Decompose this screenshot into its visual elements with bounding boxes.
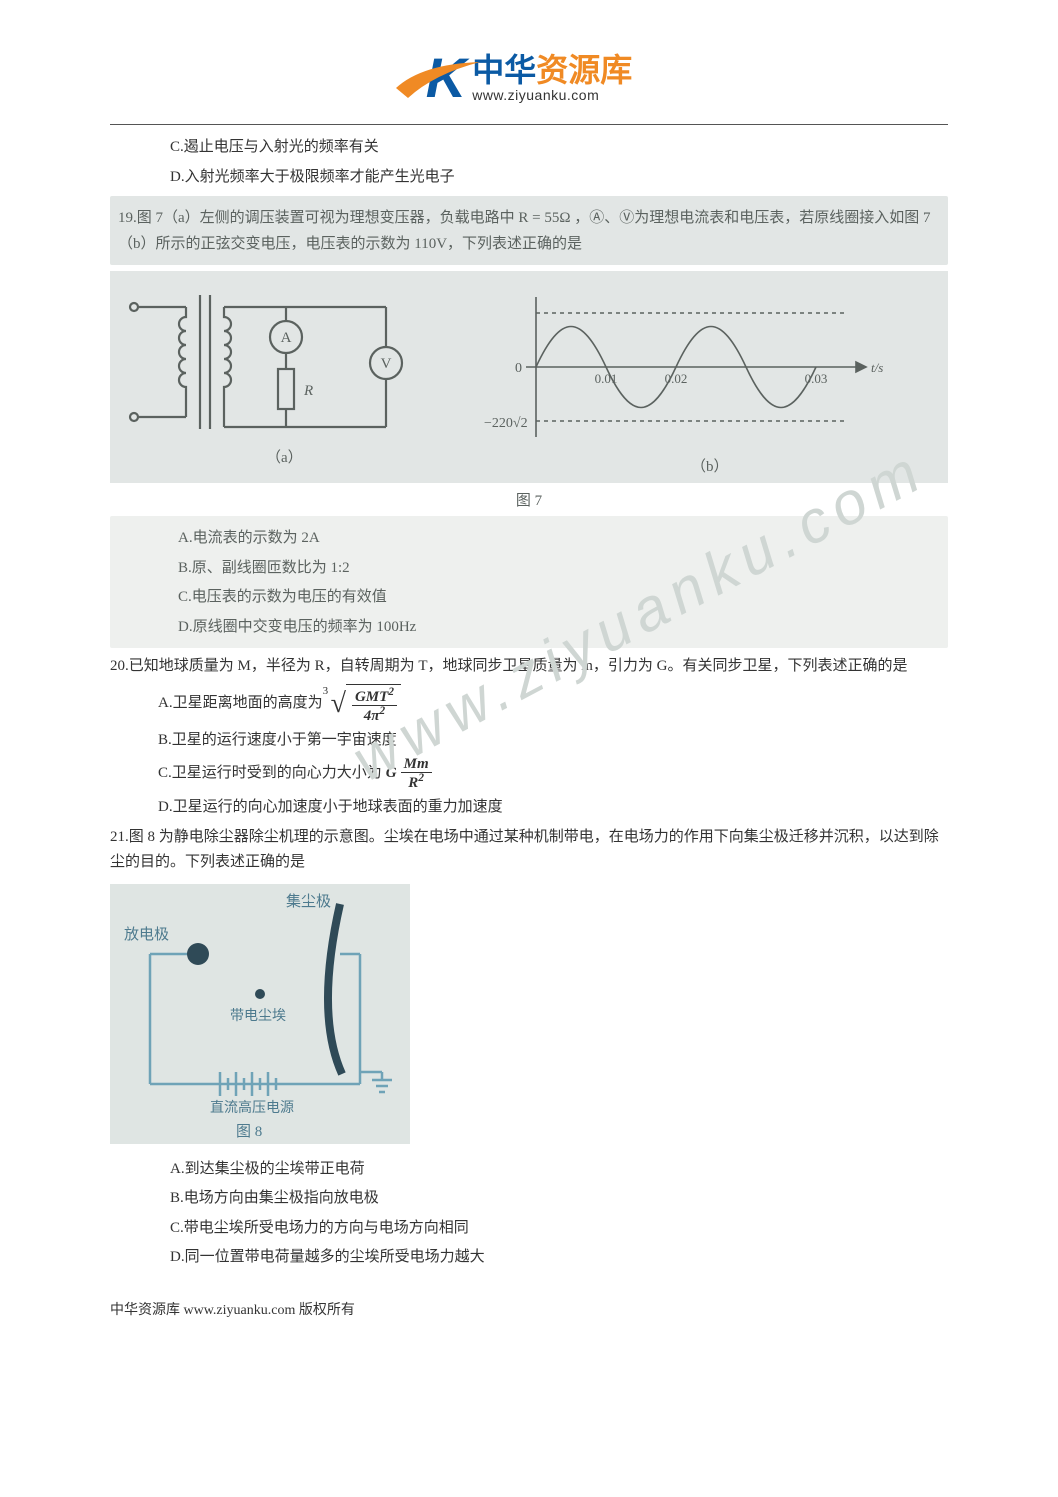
figure-8: 放电极 集尘极 带电尘埃 直流高压电源 图 8 xyxy=(110,884,948,1149)
logo-url: www.ziyuanku.com xyxy=(472,88,599,102)
wave-zero: 0 xyxy=(515,361,522,376)
q19-stem: 19.图 7（a）左侧的调压装置可视为理想变压器，负载电路中 R = 55Ω ，… xyxy=(118,206,940,257)
q19-option-b: B.原、副线圈匝数比为 1:2 xyxy=(118,556,940,582)
cube-root-icon: 3 √ GMT2 4π2 xyxy=(331,684,401,724)
figure-7b-wave: 0 0.01 0.02 0.03 t/s −220√2 （b） xyxy=(456,277,886,477)
logo-swoosh-icon xyxy=(394,58,484,104)
figure-7a-circuit: A V R （a） xyxy=(116,277,426,467)
q19-option-a: A.电流表的示数为 2A xyxy=(118,526,940,552)
prev-option-c: C.遏止电压与入射光的频率有关 xyxy=(110,135,948,161)
q20-option-d: D.卫星运行的向心加速度小于地球表面的重力加速度 xyxy=(110,795,948,821)
fig7a-caption: （a） xyxy=(266,449,303,466)
q21-option-d: D.同一位置带电荷量越多的尘埃所受电场力越大 xyxy=(110,1245,948,1271)
root-index: 3 xyxy=(323,682,329,701)
wave-ylabel: −220√2 xyxy=(484,416,528,431)
fig8-caption: 图 8 xyxy=(236,1123,262,1140)
header-logo: K 中华 资源库 www.ziyuanku.com xyxy=(110,50,948,106)
fig8-collector-label: 集尘极 xyxy=(286,893,331,910)
q20-option-c: C.卫星运行时受到的向心力大小为 G Mm R2 xyxy=(110,757,948,791)
q20-a-num: GMT2 xyxy=(352,687,397,706)
fig8-dust-label: 带电尘埃 xyxy=(230,1008,286,1024)
logo-k-letter: K xyxy=(426,50,466,106)
q21-option-b: B.电场方向由集尘极指向放电极 xyxy=(110,1186,948,1212)
q20-c-pre: C.卫星运行时受到的向心力大小为 xyxy=(158,761,382,787)
resistor-label: R xyxy=(303,383,313,399)
prev-option-d: D.入射光频率大于极限频率才能产生光电子 xyxy=(110,165,948,191)
wave-tick-2: 0.02 xyxy=(665,371,688,386)
q19-stem-block: 19.图 7（a）左侧的调压装置可视为理想变压器，负载电路中 R = 55Ω ，… xyxy=(110,196,948,265)
footer-copyright: 中华资源库 www.ziyuanku.com 版权所有 xyxy=(110,1299,948,1319)
fig8-source-label: 直流高压电源 xyxy=(210,1099,294,1116)
logo-chinese: 中华 资源库 xyxy=(472,54,632,86)
q19-option-d: D.原线圈中交变电压的频率为 100Hz xyxy=(118,615,940,641)
q20-a-den: 4π2 xyxy=(361,706,388,724)
wave-tick-3: 0.03 xyxy=(805,371,828,386)
wave-tick-1: 0.01 xyxy=(595,371,618,386)
q20-a-pre: A.卫星距离地面的高度为 xyxy=(158,691,323,717)
wave-xaxis: t/s xyxy=(871,360,883,375)
q20-option-b: B.卫星的运行速度小于第一宇宙速度 xyxy=(110,728,948,754)
q21-option-a: A.到达集尘极的尘埃带正电荷 xyxy=(110,1157,948,1183)
q19-option-c: C.电压表的示数为电压的有效值 xyxy=(118,585,940,611)
q19-options-block: A.电流表的示数为 2A B.原、副线圈匝数比为 1:2 C.电压表的示数为电压… xyxy=(110,516,948,648)
q20-stem: 20.已知地球质量为 M，半径为 R，自转周期为 T，地球同步卫星质量为 m，引… xyxy=(110,654,948,680)
q21-option-c: C.带电尘埃所受电场力的方向与电场方向相同 xyxy=(110,1216,948,1242)
fig7b-caption: （b） xyxy=(691,458,729,475)
logo-cn-orange: 资源库 xyxy=(536,54,632,86)
q20-c-num: Mm xyxy=(401,757,432,773)
header-rule xyxy=(110,124,948,125)
figure-7: A V R （a） 0 0.01 0.02 0.03 t/s xyxy=(110,271,948,483)
q21-stem: 21.图 8 为静电除尘器除尘机理的示意图。尘埃在电场中通过某种机制带电，在电场… xyxy=(110,825,948,876)
q20-option-a: A.卫星距离地面的高度为 3 √ GMT2 4π2 xyxy=(110,684,948,724)
q20-c-den: R2 xyxy=(405,773,427,791)
voltmeter-label: V xyxy=(381,356,392,372)
q20-c-g: G xyxy=(386,761,397,787)
ammeter-label: A xyxy=(281,330,292,346)
figure-7-caption: 图 7 xyxy=(110,489,948,510)
fig8-emitter-label: 放电极 xyxy=(124,926,169,943)
